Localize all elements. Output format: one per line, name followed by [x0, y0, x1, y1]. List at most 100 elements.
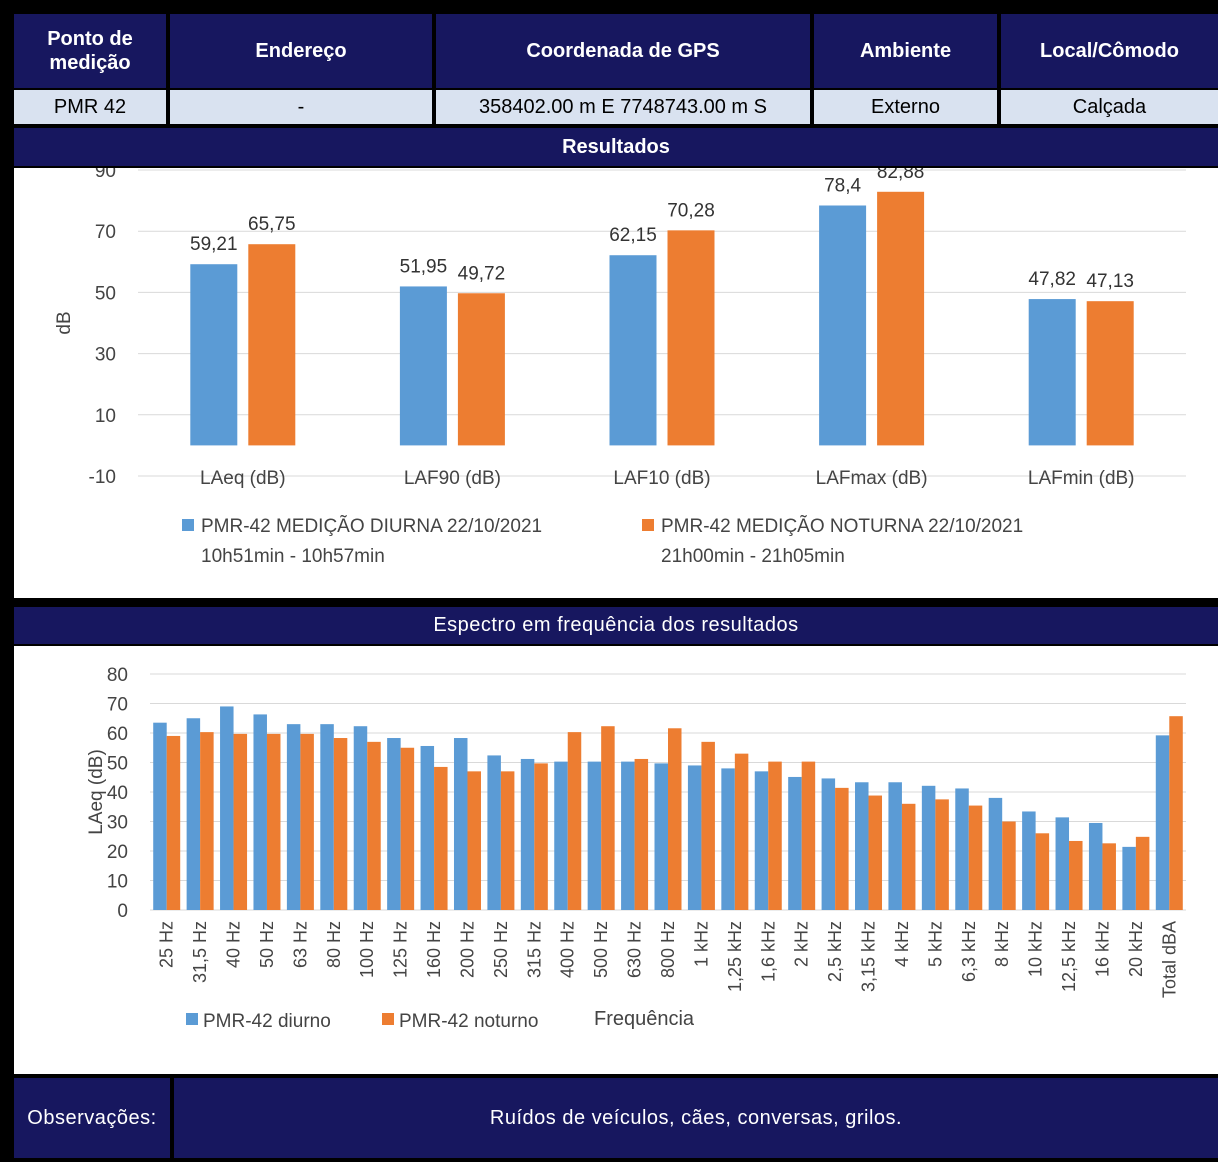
x-tick-label: 2 kHz: [792, 921, 812, 967]
y-tick-label: 70: [107, 695, 128, 716]
bar-noturno: [1035, 833, 1050, 910]
value-address: -: [170, 90, 432, 124]
data-label: 51,95: [400, 256, 448, 277]
bar-diurno: [1088, 822, 1103, 910]
bar-diurno: [554, 761, 568, 910]
bar-noturno: [248, 244, 296, 446]
bar-diurno: [955, 788, 969, 910]
x-tick-label: 10 kHz: [1026, 921, 1046, 977]
x-tick-label: LAFmin (dB): [1028, 468, 1135, 489]
bar-noturno: [968, 805, 983, 910]
x-tick-label: 31,5 Hz: [190, 921, 210, 983]
x-tick-label: 2,5 kHz: [825, 921, 845, 982]
bar-diurno: [1022, 811, 1036, 910]
x-tick-label: 3,15 kHz: [859, 921, 879, 992]
bar-diurno: [821, 778, 836, 910]
bar-noturno: [1135, 836, 1150, 910]
observations-label: Observações:: [14, 1078, 170, 1158]
observations-text: Ruídos de veículos, cães, conversas, gri…: [174, 1078, 1218, 1158]
x-tick-label: 800 Hz: [658, 921, 678, 978]
x-tick-label: LAF10 (dB): [613, 468, 710, 489]
bar-diurno: [621, 761, 635, 910]
bar-diurno: [654, 763, 668, 910]
bar-diurno: [399, 286, 447, 446]
legend-swatch: [186, 1013, 198, 1025]
bar-noturno: [634, 758, 649, 910]
bar-noturno: [166, 735, 181, 910]
bar-diurno: [988, 797, 1003, 910]
x-tick-label: 200 Hz: [457, 921, 477, 978]
bar-noturno: [467, 771, 481, 910]
header-measurement-point: Ponto de medição: [14, 14, 166, 88]
bar-noturno: [500, 771, 515, 910]
x-tick-label: 50 Hz: [257, 921, 277, 968]
results-chart-panel: -10 10 30 50 70 90 dB 59,21 65,75 LAeq (dB) 51,95 4…: [14, 161, 1218, 598]
bar-diurno: [453, 738, 468, 910]
bar-noturno: [734, 753, 749, 910]
y-tick-label: 60: [107, 724, 128, 745]
spectrum-title: Espectro em frequência dos resultados: [14, 607, 1218, 644]
x-tick-label: 630 Hz: [625, 921, 645, 978]
x-tick-label: 80 Hz: [324, 921, 344, 968]
bar-diurno: [754, 771, 769, 910]
x-tick-label: 5 kHz: [925, 921, 945, 967]
bar-noturno: [1086, 301, 1134, 446]
x-tick-label: 400 Hz: [558, 921, 578, 978]
bar-noturno: [868, 795, 883, 910]
x-axis-label: Frequência: [594, 1008, 695, 1030]
data-label: 65,75: [248, 214, 296, 235]
bar-noturno: [434, 766, 448, 910]
legend-swatch: [642, 519, 654, 531]
x-tick-label: 12,5 kHz: [1059, 921, 1079, 992]
y-tick-label: 70: [95, 222, 116, 243]
values-row: PMR 42 - 358402.00 m E 7748743.00 m S Ex…: [14, 90, 1218, 124]
data-label: 70,28: [667, 200, 715, 221]
x-tick-label: 40 Hz: [224, 921, 244, 968]
y-tick-label: 20: [107, 842, 128, 863]
legend-swatch: [382, 1013, 394, 1025]
header-gps: Coordenada de GPS: [436, 14, 810, 88]
header-environment: Ambiente: [814, 14, 997, 88]
bar-noturno: [367, 741, 381, 910]
bar-noturno: [200, 732, 214, 910]
y-axis-label: dB: [54, 311, 75, 334]
bar-diurno: [320, 724, 334, 910]
x-tick-label: LAeq (dB): [200, 468, 286, 489]
x-tick-label: LAF90 (dB): [404, 468, 501, 489]
bar-noturno: [233, 733, 248, 910]
bar-noturno: [935, 799, 949, 910]
bar-diurno: [220, 706, 234, 910]
bar-noturno: [1002, 821, 1016, 910]
data-label: 62,15: [609, 225, 657, 246]
bar-noturno: [1169, 716, 1183, 910]
header-address: Endereço: [170, 14, 432, 88]
bar-diurno: [1055, 817, 1070, 910]
bar-noturno: [667, 230, 715, 446]
y-tick-label: 10: [107, 872, 128, 893]
bar-diurno: [286, 724, 301, 910]
bar-diurno: [190, 264, 238, 446]
x-tick-label: 1,25 kHz: [725, 921, 745, 992]
legend-label-time: 10h51min - 10h57min: [201, 546, 385, 567]
bar-diurno: [487, 755, 501, 910]
results-chart: -10 10 30 50 70 90 dB 59,21 65,75 LAeq (dB) 51,95 4…: [54, 161, 1186, 567]
bar-diurno: [1155, 735, 1170, 910]
y-tick-label: 50: [95, 283, 116, 304]
x-tick-label: 8 kHz: [992, 921, 1012, 967]
bar-noturno: [1102, 843, 1116, 910]
bar-noturno: [877, 191, 925, 446]
spectrum-chart-panel: 0 10 20 30 40 50 60 70 80 LAeq (dB) 25 Hz 31,5 Hz 40…: [14, 646, 1218, 1074]
x-tick-label: 16 kHz: [1092, 921, 1112, 977]
x-tick-label: 250 Hz: [491, 921, 511, 978]
y-tick-label: 40: [107, 783, 128, 804]
bar-noturno: [601, 726, 615, 910]
x-tick-label: 63 Hz: [290, 921, 310, 968]
bar-noturno: [567, 732, 582, 910]
x-tick-label: 160 Hz: [424, 921, 444, 978]
bar-diurno: [788, 776, 802, 910]
y-tick-label: 10: [95, 406, 116, 427]
bar-diurno: [253, 714, 267, 910]
y-axis-label: LAeq (dB): [86, 749, 107, 835]
bar-diurno: [353, 726, 368, 910]
